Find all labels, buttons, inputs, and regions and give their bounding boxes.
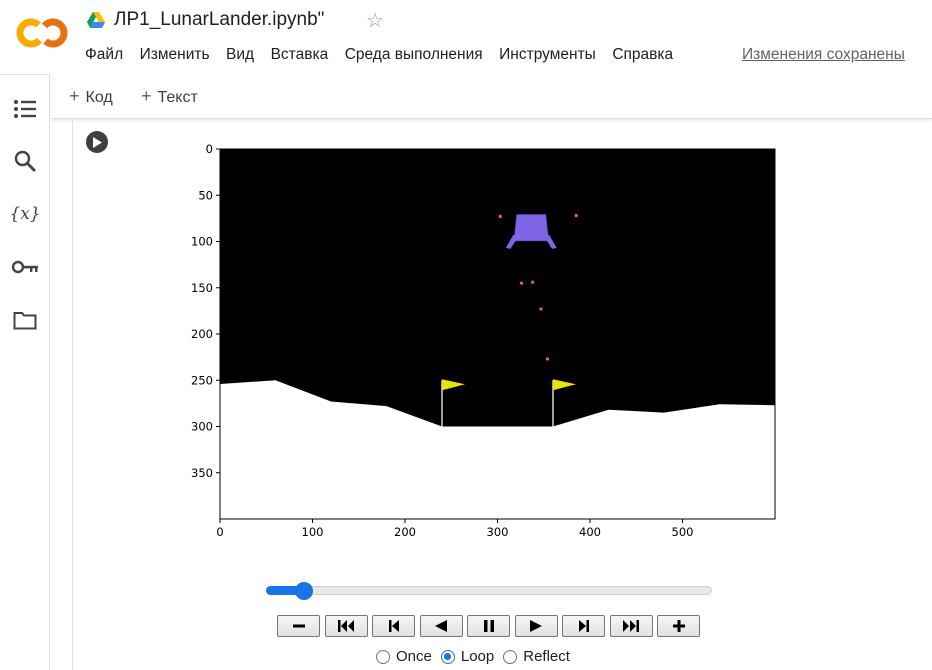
menu-insert[interactable]: Вставка	[270, 46, 329, 63]
plus-icon	[672, 620, 685, 632]
play-icon	[93, 136, 102, 148]
colab-logo-icon[interactable]	[16, 16, 68, 50]
variables-icon[interactable]: {x}	[9, 204, 41, 224]
pause-button[interactable]	[467, 615, 510, 637]
lander-left-leg	[505, 235, 519, 249]
y-tick-label: 100	[191, 235, 213, 249]
menu-file[interactable]: Файл	[85, 46, 124, 63]
next-frame-icon	[578, 620, 589, 632]
menu-view[interactable]: Вид	[226, 46, 255, 63]
save-status-link[interactable]: Изменения сохранены	[742, 46, 905, 63]
slider-fill	[266, 586, 307, 595]
x-tick-label: 300	[487, 525, 509, 539]
cell-gutter-line	[72, 120, 73, 670]
slider-track	[266, 586, 712, 595]
mode-once[interactable]: Once	[376, 648, 432, 665]
exhaust-particle-3	[519, 281, 524, 285]
radio-once[interactable]	[376, 649, 390, 664]
lunar-lander-plot: 0 100 200 300 400 500 0 50 100 150 200 250 300 350	[191, 142, 776, 539]
run-cell-button[interactable]	[86, 131, 108, 153]
pause-icon	[483, 620, 494, 632]
header: ЛР1_LunarLander.ipynb" ☆ Файл Изменить В…	[0, 0, 932, 74]
y-tick-label: 150	[191, 281, 213, 295]
google-drive-icon[interactable]	[87, 12, 105, 28]
x-tick-label: 500	[672, 525, 694, 539]
table-of-contents-icon[interactable]	[11, 95, 39, 123]
exhaust-particle-1	[498, 214, 502, 219]
x-tick-label: 200	[394, 525, 416, 539]
cell-toolbar: + Код + Текст	[51, 75, 932, 119]
mode-reflect[interactable]: Reflect	[503, 648, 570, 665]
folder-icon[interactable]	[11, 306, 39, 334]
flag-1	[442, 379, 465, 391]
y-tick-label: 50	[198, 188, 213, 202]
faster-button[interactable]	[657, 615, 700, 637]
x-tick-label: 0	[216, 525, 223, 539]
first-frame-button[interactable]	[324, 615, 368, 637]
y-tick-label: 350	[191, 466, 213, 480]
exhaust-particle-6	[545, 357, 550, 361]
slower-button[interactable]	[277, 615, 320, 637]
radio-loop[interactable]	[440, 649, 455, 664]
minus-icon	[292, 624, 305, 628]
x-tick-label: 100	[302, 525, 324, 539]
search-icon[interactable]	[11, 147, 39, 175]
notebook-title[interactable]: ЛР1_LunarLander.ipynb"	[114, 9, 325, 30]
play-button[interactable]	[514, 615, 558, 637]
play-reverse-button[interactable]	[419, 615, 463, 637]
exhaust-particle-5	[539, 307, 543, 311]
previous-frame-icon	[388, 620, 399, 632]
exhaust-particle-2	[574, 214, 578, 218]
y-tick-label: 200	[191, 327, 213, 341]
first-frame-icon	[338, 620, 354, 632]
animation-controls	[277, 615, 705, 637]
play-reverse-icon	[435, 620, 447, 632]
last-frame-button[interactable]	[609, 615, 653, 637]
add-text-cell-button[interactable]: + Текст	[141, 86, 198, 106]
frame-slider[interactable]	[264, 582, 714, 600]
y-tick-label: 300	[191, 420, 213, 434]
last-frame-icon	[623, 620, 639, 632]
plot-terrain	[220, 380, 775, 519]
add-code-cell-button[interactable]: + Код	[69, 86, 113, 106]
radio-reflect[interactable]	[503, 649, 518, 664]
y-tick-label: 0	[206, 142, 213, 156]
exhaust-particle-4	[531, 280, 535, 284]
menu-runtime[interactable]: Среда выполнения	[344, 46, 483, 63]
lander-body	[513, 214, 549, 242]
menu-edit[interactable]: Изменить	[139, 46, 210, 63]
menu-help[interactable]: Справка	[612, 46, 674, 63]
menu-bar: Файл Изменить Вид Вставка Среда выполнен…	[85, 46, 690, 64]
loop-mode-group: Once Loop Reflect	[376, 648, 579, 665]
plus-icon: +	[141, 86, 152, 106]
left-sidebar: {x}	[0, 74, 50, 670]
previous-frame-button[interactable]	[372, 615, 415, 637]
x-tick-label: 400	[579, 525, 601, 539]
key-icon[interactable]	[11, 253, 39, 281]
next-frame-button[interactable]	[562, 615, 605, 637]
slider-thumb[interactable]	[295, 582, 314, 600]
plus-icon: +	[69, 86, 80, 106]
flag-2	[553, 379, 576, 391]
menu-tools[interactable]: Инструменты	[499, 46, 596, 63]
mode-loop[interactable]: Loop	[440, 648, 494, 665]
y-tick-label: 250	[191, 373, 213, 387]
lander-right-leg	[543, 235, 557, 249]
star-icon[interactable]: ☆	[366, 10, 384, 32]
play-icon	[530, 620, 542, 632]
